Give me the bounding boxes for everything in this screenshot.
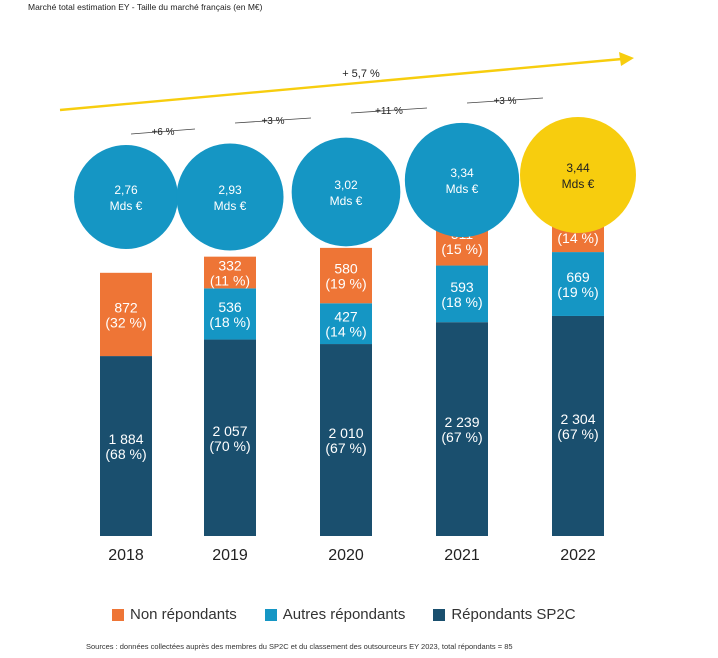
overall-growth-arrowhead <box>619 52 634 66</box>
total-unit: Mds € <box>214 199 247 213</box>
data-label-pct: (18 %) <box>441 294 482 310</box>
overall-growth-arrow <box>59 57 623 112</box>
total-value: 2,76 <box>114 183 138 197</box>
data-label-pct: (14 %) <box>557 230 598 246</box>
data-label-value: 536 <box>218 299 242 315</box>
legend-swatch-non-repondants <box>112 608 124 621</box>
bar-0-2018 <box>100 356 152 536</box>
legend-item-repondants-sp2c: Répondants SP2C <box>433 606 576 623</box>
chart-title: Marché total estimation EY - Taille du m… <box>28 2 263 12</box>
data-label-pct: (11 %) <box>210 273 250 289</box>
legend-item-non-repondants: Non répondants <box>112 606 237 623</box>
bar-1-2020 <box>320 303 372 345</box>
bar-0-2021 <box>436 322 488 536</box>
data-label-value: 2 057 <box>212 423 247 439</box>
growth-line <box>130 128 196 135</box>
data-label-pct: (18 %) <box>209 314 250 330</box>
legend-swatch-autres-repondants <box>264 608 277 621</box>
data-label-value: 332 <box>218 258 242 274</box>
data-label-value: 2 239 <box>444 414 479 430</box>
x-tick-label: 2022 <box>560 547 596 564</box>
total-circle <box>404 122 520 238</box>
data-label-pct: (67 %) <box>325 440 366 456</box>
x-tick-label: 2019 <box>212 547 248 564</box>
data-label-pct: (19 %) <box>325 276 366 292</box>
growth-label: +6 % <box>151 127 174 138</box>
bar-1-2021 <box>436 265 488 323</box>
x-tick-label: 2020 <box>328 547 364 564</box>
total-unit: Mds € <box>330 194 363 208</box>
total-value: 3,02 <box>334 178 358 192</box>
legend-label-non-repondants: Non répondants <box>130 606 237 623</box>
data-label-value: 1 884 <box>108 431 143 447</box>
total-unit: Mds € <box>110 199 143 213</box>
bar-2-2019 <box>204 256 256 289</box>
overall-growth-label: + 5,7 % <box>342 68 380 80</box>
data-label-value: 427 <box>334 309 358 325</box>
growth-label: +11 % <box>375 106 403 117</box>
bar-1-2019 <box>204 288 256 340</box>
legend-swatch-repondants-sp2c <box>433 608 446 621</box>
bar-1-2022 <box>552 252 604 316</box>
total-circle <box>291 137 401 247</box>
total-value: 3,44 <box>566 161 590 175</box>
bar-0-2020 <box>320 344 372 536</box>
total-unit: Mds € <box>446 182 479 196</box>
data-label-value: 669 <box>566 269 590 285</box>
legend-item-autres-repondants: Autres répondants <box>264 606 406 623</box>
data-label-value: 580 <box>334 261 358 277</box>
data-label-pct: (67 %) <box>441 429 482 445</box>
total-circle <box>176 143 284 251</box>
bar-0-2022 <box>552 315 604 536</box>
data-label-pct: (70 %) <box>209 438 250 454</box>
growth-label: +3 % <box>493 96 516 107</box>
data-label-pct: (68 %) <box>105 446 146 462</box>
data-label-pct: (67 %) <box>557 426 598 442</box>
x-tick-label: 2018 <box>108 547 144 564</box>
total-circle <box>520 117 636 233</box>
legend-label-autres-repondants: Autres répondants <box>282 606 406 623</box>
data-label-value: 872 <box>114 299 138 315</box>
data-label-pct: (19 %) <box>557 284 598 300</box>
data-label-value: 2 010 <box>328 425 363 441</box>
data-label-pct: (14 %) <box>325 324 366 340</box>
bar-2-2018 <box>100 272 152 357</box>
total-value: 2,93 <box>218 183 242 197</box>
legend: Non répondants Autres répondants Réponda… <box>112 606 576 623</box>
growth-line <box>350 107 428 114</box>
growth-line <box>234 117 312 124</box>
x-tick-label: 2021 <box>444 547 480 564</box>
bar-2-2020 <box>320 247 372 304</box>
growth-line <box>466 97 544 104</box>
growth-label: +3 % <box>261 116 284 127</box>
total-unit: Mds € <box>562 177 595 191</box>
data-label-pct: (32 %) <box>105 314 146 330</box>
data-label-value: 593 <box>450 279 474 295</box>
data-label-value: 2 304 <box>560 411 595 427</box>
source-note: Sources : données collectées auprès des … <box>86 642 513 651</box>
bar-0-2019 <box>204 339 256 536</box>
total-circle <box>74 145 178 249</box>
data-label-pct: (15 %) <box>441 241 482 257</box>
legend-label-repondants-sp2c: Répondants SP2C <box>451 606 576 623</box>
total-value: 3,34 <box>450 166 474 180</box>
